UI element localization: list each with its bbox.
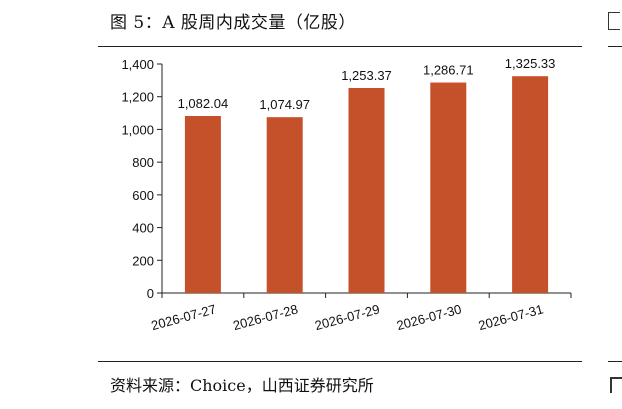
bars: [184, 76, 549, 294]
bar-2026-07-27: [184, 116, 221, 293]
y-tick-label: 400: [132, 221, 154, 236]
adjacent-source-edge: [610, 377, 622, 393]
data-labels: 1,082.04 1,074.97 1,253.37 1,286.71 1,325.33: [178, 56, 556, 112]
x-tick-label-2026-07-28: 2026-07-28: [231, 301, 299, 333]
bar-2026-07-28: [266, 117, 303, 293]
x-tick-label-2026-07-30: 2026-07-30: [395, 301, 463, 333]
data-label-2026-07-27: 1,082.04: [178, 96, 229, 111]
x-tick-label-2026-07-31: 2026-07-31: [477, 301, 545, 333]
y-tick-label: 600: [132, 188, 154, 203]
data-label-2026-07-30: 1,286.71: [423, 63, 474, 78]
bar-2026-07-30: [430, 82, 467, 293]
data-label-2026-07-29: 1,253.37: [341, 68, 392, 83]
bar-2026-07-31: [512, 76, 549, 294]
y-axis: 0 200 400 600 800 1,000 1,200 1,400: [121, 57, 163, 301]
x-tick-label-2026-07-29: 2026-07-29: [313, 301, 381, 333]
bottom-rule: [98, 361, 582, 362]
figure-title: 图 5：A 股周内成交量（亿股）: [110, 13, 356, 33]
bar-2026-07-29: [348, 87, 385, 293]
source-note: 资料来源：Choice，山西证券研究所: [110, 376, 374, 395]
y-tick-label: 200: [132, 253, 154, 268]
x-tick-label-2026-07-27: 2026-07-27: [150, 301, 218, 333]
y-tick-label: 1,200: [121, 90, 154, 105]
adjacent-figure-edge: [608, 12, 620, 30]
y-tick-label: 1,000: [121, 122, 154, 137]
y-tick-label: 1,400: [121, 57, 154, 72]
adjacent-bottom-rule: [608, 361, 622, 362]
adjacent-top-rule: [608, 46, 622, 47]
top-rule: [98, 46, 582, 47]
y-tick-label: 0: [147, 286, 154, 301]
y-tick-label: 800: [132, 155, 154, 170]
data-label-2026-07-28: 1,074.97: [259, 97, 310, 112]
data-label-2026-07-31: 1,325.33: [505, 56, 556, 71]
x-axis: 2026-07-27 2026-07-28 2026-07-29 2026-07-30…: [150, 292, 572, 333]
